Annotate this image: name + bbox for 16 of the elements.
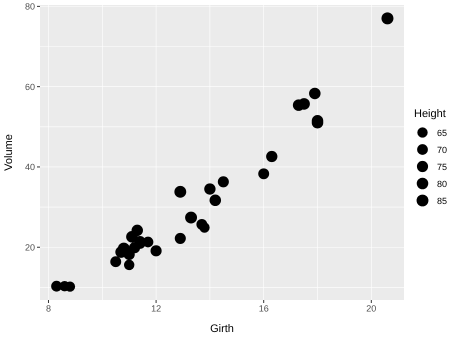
legend-label: 75	[437, 162, 448, 172]
x-tick-label: 20	[366, 303, 376, 314]
legend-title: Height	[414, 108, 447, 120]
x-tick-label: 12	[151, 303, 162, 314]
legend-label: 65	[437, 128, 448, 138]
y-tick-label: 60	[24, 82, 35, 92]
y-tick-label: 80	[24, 2, 35, 12]
y-axis-title: Volume	[2, 134, 15, 171]
x-tick-label: 8	[46, 303, 51, 314]
x-tick-label: 16	[258, 303, 269, 314]
legend-label: 70	[437, 144, 448, 154]
x-axis-title: Girth	[210, 323, 234, 335]
legend-label: 85	[437, 196, 448, 206]
legend-label: 80	[437, 178, 448, 188]
y-tick-label: 40	[24, 162, 35, 172]
y-tick-label: 20	[24, 242, 35, 252]
